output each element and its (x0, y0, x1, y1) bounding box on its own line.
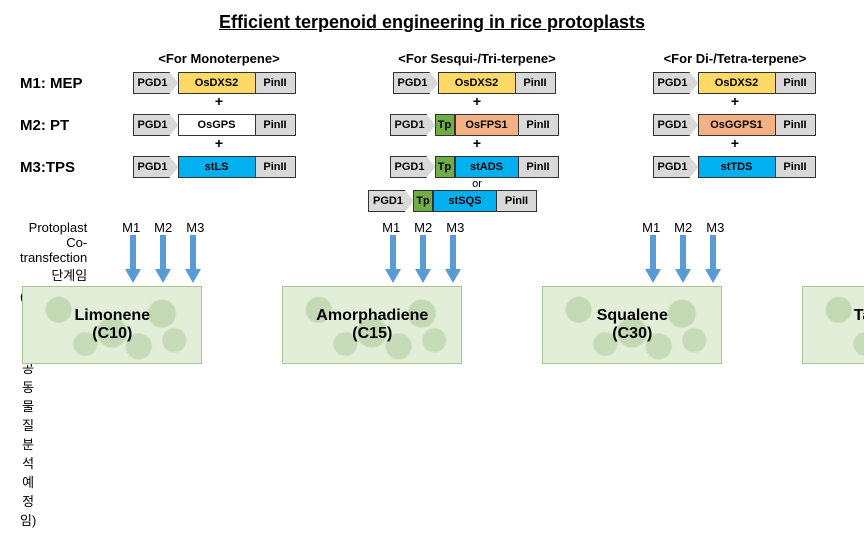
promoter-box: PGD1 (653, 156, 699, 178)
gene-box: OsFPS1 (455, 114, 519, 136)
down-arrow-icon (185, 235, 201, 283)
m-label: M2 (154, 220, 172, 235)
down-arrow-icon (385, 235, 401, 283)
product-box: Squalene(C30) (542, 286, 722, 364)
down-arrow-icon (645, 235, 661, 283)
down-arrow-icon (415, 235, 431, 283)
m-label: M2 (674, 220, 692, 235)
product-box: Amorphadiene(C15) (282, 286, 462, 364)
product-carbon: (C30) (612, 325, 652, 343)
product-carbon: (C10) (92, 325, 132, 343)
m-label: M1 (642, 220, 660, 235)
tp-box: Tp (435, 156, 455, 178)
transfection-arrows: M1 M2 M3 (53, 220, 273, 284)
m-label: M3 (446, 220, 464, 235)
plus-symbol: + (368, 94, 586, 108)
product-name: Limonene (75, 307, 151, 325)
col-header: <For Di-/Tetra-terpene> (626, 51, 844, 66)
tp-box: Tp (413, 190, 433, 212)
plus-symbol: + (110, 94, 328, 108)
construct-row: M1: MEPPGD1OsDXS2PinIIPGD1OsDXS2PinIIPGD… (20, 72, 844, 94)
promoter-box: PGD1 (390, 114, 436, 136)
gene-construct: PGD1stLSPinII (133, 156, 296, 178)
promoter-box: PGD1 (133, 156, 179, 178)
plus-row: + + + (110, 136, 844, 150)
col-header: <For Sesqui-/Tri-terpene> (368, 51, 586, 66)
gene-construct: PGD1OsDXS2PinII (653, 72, 816, 94)
terminator-box: PinII (776, 72, 816, 94)
plus-row: + + + (110, 94, 844, 108)
or-label: or (368, 178, 586, 190)
promoter-box: PGD1 (133, 72, 179, 94)
product-box: Limonene(C10) (22, 286, 202, 364)
gene-box: stLS (178, 156, 256, 178)
plus-symbol: + (626, 136, 844, 150)
row-label: M1: MEP (20, 75, 104, 92)
promoter-box: PGD1 (390, 156, 436, 178)
construct-row: M3:TPSPGD1stLSPinIIPGD1TpstADSPinIIPGD1s… (20, 156, 844, 178)
m-label: M1 (122, 220, 140, 235)
tp-box: Tp (435, 114, 455, 136)
m-label: M1 (382, 220, 400, 235)
transfection-arrows: M1M2M3 (833, 220, 864, 284)
promoter-box: PGD1 (133, 114, 179, 136)
gene-construct: PGD1TpOsFPS1PinII (390, 114, 559, 136)
terminator-box: PinII (516, 72, 556, 94)
page-title: Efficient terpenoid engineering in rice … (20, 12, 844, 33)
gene-box: stSQS (433, 190, 497, 212)
gene-construct: PGD1OsGPSPinII (133, 114, 296, 136)
product-box: Taxadiene(C40) (802, 286, 864, 364)
m-label: M2 (414, 220, 432, 235)
plus-symbol: + (368, 136, 586, 150)
down-arrow-icon (705, 235, 721, 283)
promoter-box: PGD1 (368, 190, 414, 212)
gene-box: stADS (455, 156, 519, 178)
gene-construct: PGD1OsDXS2PinII (393, 72, 556, 94)
terminator-box: PinII (256, 72, 296, 94)
gene-box: stTDS (698, 156, 776, 178)
terminator-box: PinII (776, 156, 816, 178)
gene-box: OsGPS (178, 114, 256, 136)
gene-construct: PGD1TpstADSPinII (390, 156, 559, 178)
down-arrow-icon (155, 235, 171, 283)
plus-symbol: + (110, 136, 328, 150)
product-name: Amorphadiene (316, 307, 428, 325)
terminator-box: PinII (519, 114, 559, 136)
product-name: Squalene (597, 307, 668, 325)
terminator-box: PinII (519, 156, 559, 178)
col-header: <For Monoterpene> (110, 51, 328, 66)
down-arrow-icon (125, 235, 141, 283)
row-label: M3:TPS (20, 159, 104, 176)
plus-symbol: + (626, 94, 844, 108)
down-arrow-icon (445, 235, 461, 283)
transfection-arrows: M1 M2 M3 (313, 220, 533, 284)
terminator-box: PinII (256, 114, 296, 136)
m-label: M3 (186, 220, 204, 235)
column-headers: <For Monoterpene> <For Sesqui-/Tri-terpe… (110, 51, 844, 66)
terminator-box: PinII (497, 190, 537, 212)
or-row: or PGD1TpstSQSPinII (110, 178, 844, 212)
gene-box: OsDXS2 (698, 72, 776, 94)
gene-construct: PGD1TpstSQSPinII (368, 190, 586, 212)
row-label: M2: PT (20, 117, 104, 134)
product-carbon: (C15) (352, 325, 392, 343)
down-arrow-icon (675, 235, 691, 283)
transfection-arrows: M1 M2 M3 (573, 220, 793, 284)
gene-box: OsGGPS1 (698, 114, 776, 136)
gene-box: OsDXS2 (438, 72, 516, 94)
gene-construct: PGD1OsGGPS1PinII (653, 114, 816, 136)
terminator-box: PinII (256, 156, 296, 178)
gene-construct: PGD1OsDXS2PinII (133, 72, 296, 94)
construct-row: M2: PTPGD1OsGPSPinIIPGD1TpOsFPS1PinIIPGD… (20, 114, 844, 136)
promoter-box: PGD1 (393, 72, 439, 94)
promoter-box: PGD1 (653, 114, 699, 136)
gene-box: OsDXS2 (178, 72, 256, 94)
gene-construct: PGD1stTDSPinII (653, 156, 816, 178)
product-name: Taxadiene (854, 307, 864, 325)
m-label: M3 (706, 220, 724, 235)
promoter-box: PGD1 (653, 72, 699, 94)
terminator-box: PinII (776, 114, 816, 136)
